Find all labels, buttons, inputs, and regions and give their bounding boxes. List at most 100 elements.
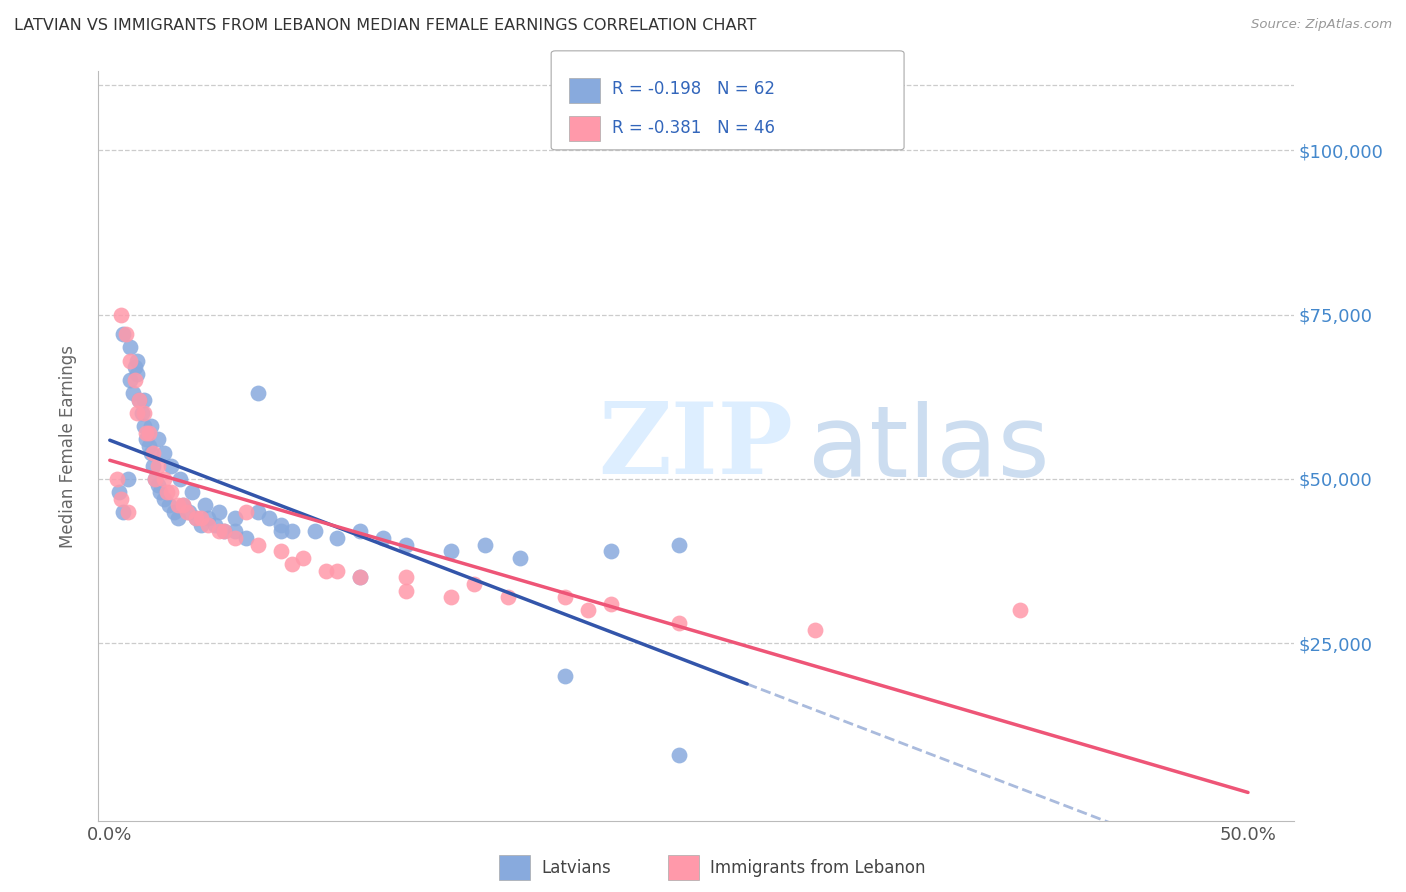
Point	[224, 531, 246, 545]
Text: Latvians: Latvians	[541, 859, 612, 877]
Point	[576, 603, 599, 617]
Point	[235, 505, 257, 519]
Point	[246, 538, 269, 552]
Point	[117, 472, 139, 486]
Point	[668, 747, 690, 762]
Point	[120, 373, 142, 387]
Point	[132, 392, 155, 407]
Point	[440, 544, 463, 558]
Point	[146, 458, 169, 473]
Point	[179, 505, 201, 519]
Point	[212, 524, 235, 539]
Point	[208, 524, 231, 539]
Point	[176, 505, 198, 519]
Point	[554, 590, 576, 604]
Point	[395, 570, 418, 584]
Point	[120, 340, 142, 354]
Point	[292, 550, 315, 565]
Point	[157, 498, 180, 512]
Point	[146, 478, 169, 492]
Point	[160, 458, 183, 473]
Point	[112, 327, 135, 342]
Point	[204, 517, 226, 532]
Point	[135, 425, 157, 440]
Point	[197, 511, 219, 525]
Point	[395, 538, 418, 552]
Point	[124, 360, 146, 375]
Point	[281, 558, 304, 572]
Point	[554, 669, 576, 683]
Point	[114, 327, 136, 342]
Text: Immigrants from Lebanon: Immigrants from Lebanon	[710, 859, 925, 877]
Point	[139, 419, 162, 434]
Point	[120, 353, 142, 368]
Point	[112, 505, 135, 519]
Point	[326, 564, 349, 578]
Point	[326, 531, 349, 545]
Point	[139, 445, 162, 459]
Point	[172, 498, 194, 512]
Point	[349, 524, 371, 539]
Point	[496, 590, 519, 604]
Point	[463, 577, 485, 591]
Point	[349, 570, 371, 584]
Point	[153, 472, 176, 486]
Point	[257, 511, 280, 525]
Text: LATVIAN VS IMMIGRANTS FROM LEBANON MEDIAN FEMALE EARNINGS CORRELATION CHART: LATVIAN VS IMMIGRANTS FROM LEBANON MEDIA…	[14, 18, 756, 33]
Point	[246, 505, 269, 519]
Point	[599, 597, 621, 611]
Point	[121, 386, 143, 401]
Point	[194, 498, 217, 512]
Point	[190, 517, 212, 532]
Point	[474, 538, 496, 552]
Point	[197, 517, 219, 532]
Point	[509, 550, 531, 565]
Point	[186, 511, 208, 525]
Text: atlas: atlas	[808, 401, 1050, 499]
Point	[128, 392, 150, 407]
Point	[1010, 603, 1032, 617]
Point	[143, 472, 166, 486]
Point	[156, 485, 179, 500]
Point	[270, 524, 292, 539]
Point	[371, 531, 394, 545]
Point	[440, 590, 463, 604]
Point	[110, 308, 132, 322]
Point	[599, 544, 621, 558]
Point	[167, 511, 190, 525]
Point	[142, 458, 165, 473]
Point	[117, 505, 139, 519]
Point	[132, 406, 155, 420]
Point	[146, 433, 169, 447]
Point	[153, 491, 176, 506]
Point	[128, 392, 150, 407]
Point	[212, 524, 235, 539]
Point	[110, 491, 132, 506]
Point	[105, 472, 128, 486]
Point	[349, 570, 371, 584]
Point	[246, 386, 269, 401]
Point	[162, 505, 184, 519]
Point	[127, 367, 149, 381]
Point	[804, 623, 827, 637]
Text: ZIP: ZIP	[599, 398, 793, 494]
Point	[235, 531, 257, 545]
Point	[180, 485, 202, 500]
Point	[172, 498, 194, 512]
Point	[153, 445, 176, 459]
Point	[124, 373, 146, 387]
Point	[160, 485, 183, 500]
Point	[395, 583, 418, 598]
Point	[127, 406, 149, 420]
Y-axis label: Median Female Earnings: Median Female Earnings	[59, 344, 77, 548]
Point	[186, 511, 208, 525]
Point	[169, 472, 191, 486]
Point	[224, 511, 246, 525]
Point	[224, 524, 246, 539]
Point	[167, 498, 190, 512]
Point	[135, 433, 157, 447]
Point	[138, 425, 160, 440]
Point	[304, 524, 326, 539]
Text: R = -0.381   N = 46: R = -0.381 N = 46	[612, 119, 775, 136]
Point	[149, 485, 172, 500]
